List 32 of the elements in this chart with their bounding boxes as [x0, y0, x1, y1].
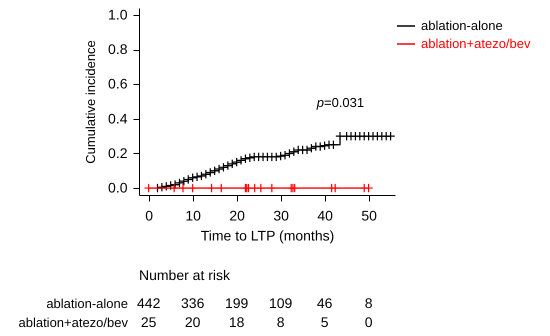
- y-tick-label: 0.2: [108, 144, 128, 161]
- y-tick-label: 0.8: [108, 41, 128, 58]
- text: 336: [180, 295, 205, 311]
- y-tick-label: 0.0: [108, 180, 128, 196]
- text: 25: [140, 314, 157, 330]
- text: 109: [268, 295, 293, 311]
- text: Number at risk: [139, 267, 232, 283]
- text: ablation+atezo/bev: [18, 315, 128, 330]
- x-tick-label: 10: [185, 208, 202, 224]
- text: 5: [320, 314, 329, 330]
- y-tick-label: 0.6: [108, 76, 128, 92]
- x-axis-title: Time to LTP (months): [200, 228, 334, 244]
- annotation: p=0.031: [316, 95, 364, 110]
- text: 8: [276, 314, 285, 330]
- text: 0: [364, 314, 373, 330]
- y-axis-title: Cumulative incidence: [83, 40, 98, 164]
- text: 8: [364, 295, 373, 311]
- y-tick-label: 1.0: [108, 6, 128, 22]
- text: ablation-alone: [46, 296, 128, 311]
- text: 20: [184, 314, 201, 330]
- x-tick-label: 50: [361, 208, 378, 224]
- x-tick-label: 20: [229, 208, 246, 224]
- text: 199: [224, 295, 249, 311]
- text: 18: [228, 314, 245, 330]
- x-tick-label: 40: [317, 208, 334, 224]
- legend-label: ablation-alone: [421, 18, 503, 33]
- x-tick-label: 30: [273, 208, 290, 224]
- text: 442: [136, 295, 161, 311]
- text: 46: [316, 295, 333, 311]
- x-tick-label: 0: [145, 208, 154, 224]
- y-tick-label: 0.4: [108, 110, 128, 126]
- legend-label: ablation+atezo/bev: [421, 36, 532, 51]
